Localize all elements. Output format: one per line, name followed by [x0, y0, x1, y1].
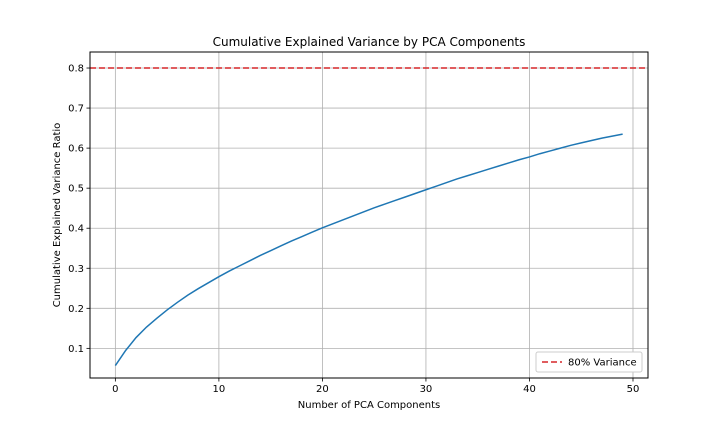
chart-title: Cumulative Explained Variance by PCA Com…	[213, 35, 526, 49]
x-tick-label: 30	[420, 384, 433, 395]
y-tick-label: 0.8	[68, 64, 84, 75]
y-tick-label: 0.1	[68, 344, 84, 355]
series-layer	[114, 133, 623, 367]
x-tick-label: 40	[523, 384, 536, 395]
x-tick-label: 50	[627, 384, 640, 395]
y-axis-label: Cumulative Explained Variance Ratio	[52, 123, 63, 308]
y-tick-label: 0.7	[68, 104, 84, 115]
grid-layer	[90, 52, 648, 378]
plot-frame	[89, 51, 649, 379]
y-tick-label: 0.4	[68, 224, 84, 235]
x-tick-label: 0	[112, 384, 118, 395]
x-axis-ticks: 0 10 20 30 40 50	[112, 378, 639, 395]
y-tick-label: 0.5	[68, 184, 84, 195]
legend: 80% Variance	[535, 351, 643, 373]
y-tick-label: 0.2	[68, 304, 84, 315]
legend-box	[535, 351, 643, 373]
y-tick-label: 0.6	[68, 144, 84, 155]
x-tick-label: 10	[213, 384, 226, 395]
x-axis-label: Number of PCA Components	[298, 400, 440, 411]
series-line-cumulative-variance	[114, 133, 623, 367]
y-tick-label: 0.3	[68, 264, 84, 275]
legend-label: 80% Variance	[568, 358, 637, 369]
y-axis-ticks: 0.1 0.2 0.3 0.4 0.5 0.6 0.7 0.8	[68, 64, 90, 355]
x-tick-label: 20	[316, 384, 329, 395]
